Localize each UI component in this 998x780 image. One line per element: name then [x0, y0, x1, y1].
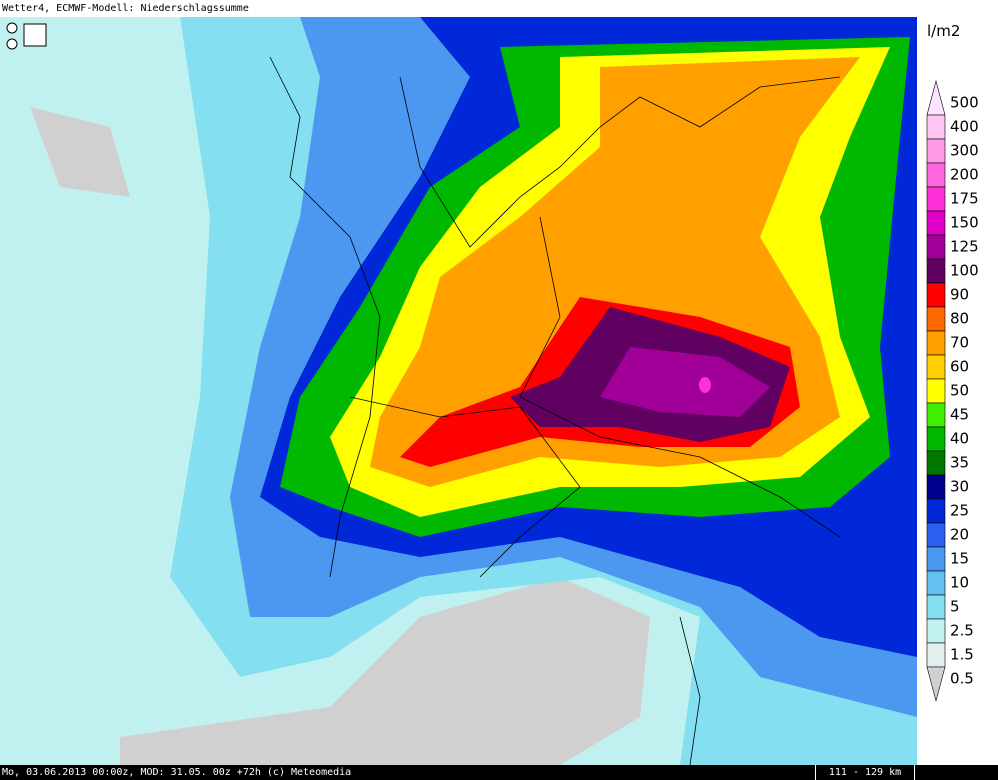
- legend-swatch: [926, 618, 946, 644]
- legend-label: 300: [950, 142, 979, 160]
- legend-swatch: [926, 570, 946, 596]
- legend-swatch: [926, 546, 946, 572]
- zoom-controls[interactable]: [4, 20, 48, 52]
- legend-label: 175: [950, 190, 979, 208]
- legend-label: 25: [950, 502, 969, 520]
- legend-swatch: [926, 306, 946, 332]
- legend-label: 5: [950, 598, 960, 616]
- legend-swatch: [926, 330, 946, 356]
- legend-label: 60: [950, 358, 969, 376]
- legend-label: 30: [950, 478, 969, 496]
- borders: [269, 56, 841, 765]
- legend-label: 100: [950, 262, 979, 280]
- footer-text: Mo, 03.06.2013 00:00z, MOD: 31.05. 00z +…: [2, 767, 352, 778]
- legend-swatch: [926, 402, 946, 428]
- title-bar: Wetter4, ECMWF-Modell: Niederschlagssumm…: [0, 0, 917, 17]
- legend-label: 200: [950, 166, 979, 184]
- legend-swatch: [926, 450, 946, 476]
- legend-label: 50: [950, 382, 969, 400]
- legend-label: 125: [950, 238, 979, 256]
- legend-label: 500: [950, 94, 979, 112]
- zoom-in[interactable]: [6, 22, 18, 34]
- status-bar: Mo, 03.06.2013 00:00z, MOD: 31.05. 00z +…: [0, 765, 998, 780]
- legend-label: 400: [950, 118, 979, 136]
- legend-swatch: [926, 282, 946, 308]
- legend-label: 150: [950, 214, 979, 232]
- zoom-out[interactable]: [6, 38, 18, 50]
- title: Wetter4, ECMWF-Modell: Niederschlagssumm…: [2, 3, 249, 14]
- zone-175: [699, 377, 711, 393]
- legend-swatch: [926, 474, 946, 500]
- legend-swatch: [926, 162, 946, 188]
- legend-swatch: [926, 114, 946, 140]
- legend-swatch: [926, 594, 946, 620]
- zone-125: [600, 347, 770, 417]
- legend-label: 40: [950, 430, 969, 448]
- legend-swatch: [926, 79, 946, 116]
- legend-swatch: [926, 498, 946, 524]
- scale-bar: 111 - 129 km: [815, 765, 915, 780]
- legend-label: 35: [950, 454, 969, 472]
- legend-swatch: [926, 186, 946, 212]
- legend-label: 0.5: [950, 670, 974, 688]
- legend-label: 20: [950, 526, 969, 544]
- legend-label: 90: [950, 286, 969, 304]
- legend-swatch: [926, 138, 946, 164]
- legend-label: 2.5: [950, 622, 974, 640]
- legend-label: 70: [950, 334, 969, 352]
- dry-area: [30, 107, 650, 765]
- pan-control[interactable]: [23, 23, 47, 47]
- legend-swatch: [926, 234, 946, 260]
- precipitation-map: [0, 17, 917, 765]
- legend-label: 80: [950, 310, 969, 328]
- legend-swatch: [926, 666, 946, 703]
- legend-swatch: [926, 210, 946, 236]
- legend-label: 1.5: [950, 646, 974, 664]
- legend: 500 400 300 200 175 150 125 100 90 80 70 60 50 45 40 35…: [926, 79, 979, 703]
- legend-swatch: [926, 426, 946, 452]
- legend-swatch: [926, 378, 946, 404]
- legend-unit: l/m2: [927, 22, 961, 40]
- legend-label: 45: [950, 406, 969, 424]
- legend-label: 10: [950, 574, 969, 592]
- legend-label: 15: [950, 550, 969, 568]
- legend-swatch: [926, 354, 946, 380]
- legend-swatch: [926, 522, 946, 548]
- legend-swatch: [926, 258, 946, 284]
- legend-swatch: [926, 642, 946, 668]
